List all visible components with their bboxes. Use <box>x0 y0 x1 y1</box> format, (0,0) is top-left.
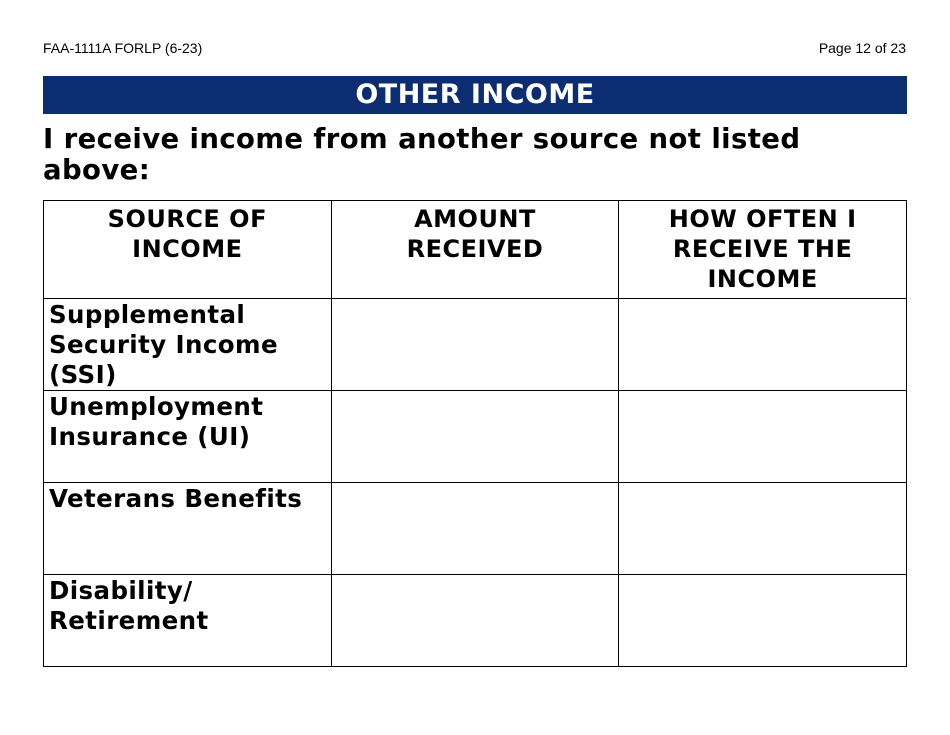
amount-field-ssi[interactable] <box>330 298 620 391</box>
source-ui: Unemployment Insurance (UI) <box>43 390 332 483</box>
form-id: FAA-1111A FORLP (6-23) <box>43 40 203 56</box>
frequency-field-ssi[interactable] <box>618 298 907 391</box>
table-header-row: SOURCE OF INCOME AMOUNT RECEIVED HOW OFT… <box>43 200 907 299</box>
source-veterans: Veterans Benefits <box>43 482 332 575</box>
table-row: Veterans Benefits <box>43 482 907 575</box>
header-amount: AMOUNT RECEIVED <box>330 200 620 299</box>
frequency-field-ui[interactable] <box>618 390 907 483</box>
section-title: OTHER INCOME <box>43 76 907 114</box>
table-row: Supplemental Security Income (SSI) <box>43 298 907 391</box>
amount-field-ui[interactable] <box>330 390 620 483</box>
amount-field-veterans[interactable] <box>330 482 620 575</box>
page-number: Page 12 of 23 <box>818 40 906 56</box>
other-income-table: SOURCE OF INCOME AMOUNT RECEIVED HOW OFT… <box>43 200 907 667</box>
intro-statement: I receive income from another source not… <box>43 123 801 186</box>
source-ssi: Supplemental Security Income (SSI) <box>43 298 332 391</box>
table-row: Unemployment Insurance (UI) <box>43 390 907 483</box>
header-frequency: HOW OFTEN I RECEIVE THE INCOME <box>618 200 907 299</box>
amount-field-disability[interactable] <box>330 574 620 667</box>
table-row: Disability/ Retirement <box>43 574 907 667</box>
source-disability: Disability/ Retirement <box>43 574 332 667</box>
header-source: SOURCE OF INCOME <box>43 200 332 299</box>
frequency-field-veterans[interactable] <box>618 482 907 575</box>
frequency-field-disability[interactable] <box>618 574 907 667</box>
